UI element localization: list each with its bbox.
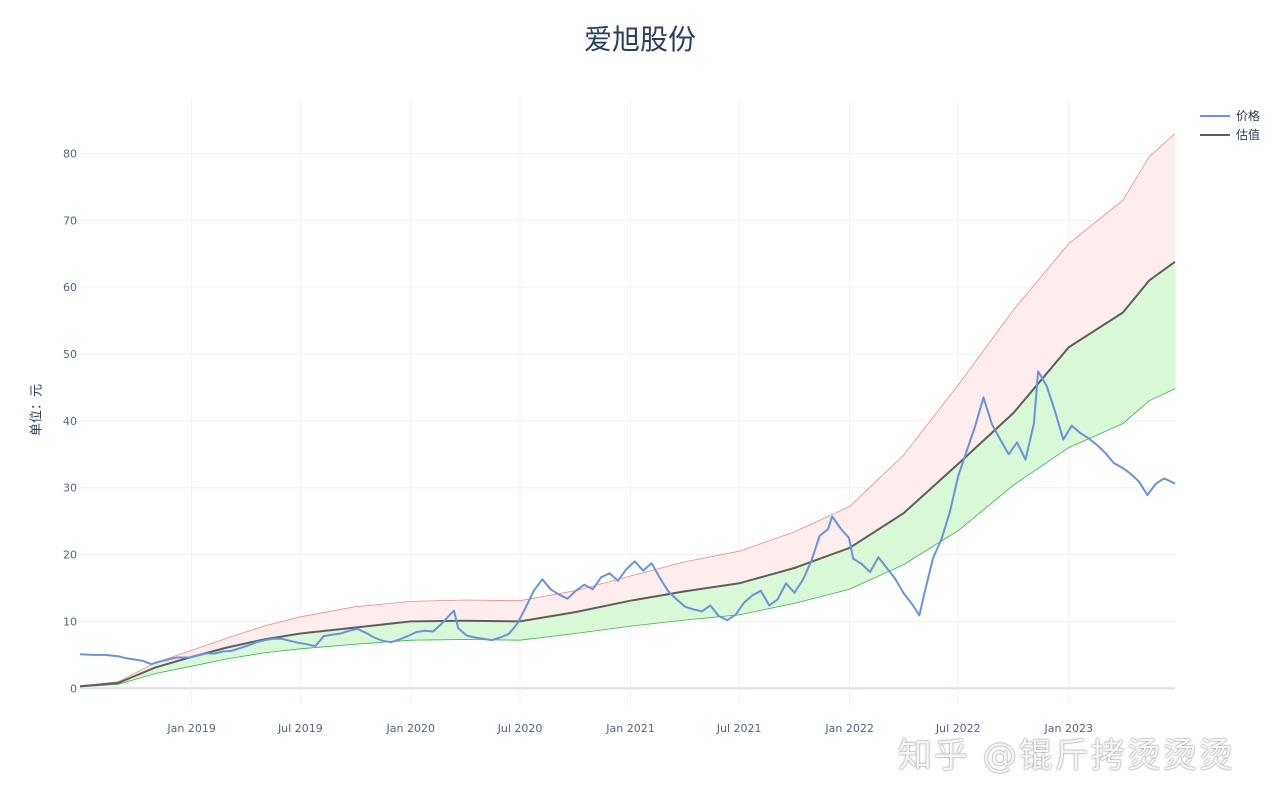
legend-item-valuation[interactable]: 估值 [1200,125,1260,144]
band-layer [79,133,1176,688]
watermark: 知乎 @锟斤拷烫烫烫 [898,736,1235,776]
x-tick-label: Jan 2021 [605,722,654,735]
y-tick-label: 80 [63,147,77,160]
x-tick-label: Jan 2020 [386,722,435,735]
y-tick-label: 60 [63,281,77,294]
y-tick-label: 40 [63,415,77,428]
legend-label-price: 价格 [1236,109,1261,123]
axis-layer: 0 10 20 30 40 50 60 70 80 Jan 2019 Jul 2019 Jan 202… [63,147,1093,735]
legend-swatch-valuation [1200,133,1230,136]
x-tick-label: Jan 2019 [166,722,215,735]
x-tick-label: Jul 2020 [497,722,543,735]
upper-band-line [79,133,1176,687]
x-tick-label: Jan 2022 [824,722,873,735]
series-line-price [79,370,1176,666]
legend[interactable]: 价格 估值 [1200,106,1260,144]
x-tick-label: Jul 2019 [277,722,323,735]
upper-band-fill [80,133,1175,687]
x-tick-label: Jul 2022 [935,722,981,735]
legend-item-price[interactable]: 价格 [1200,106,1260,125]
series-layer [79,260,1176,688]
y-tick-label: 50 [63,348,77,361]
x-tick-label: Jul 2021 [716,722,762,735]
y-tick-label: 70 [63,214,77,227]
legend-swatch-price [1200,114,1230,117]
series-line-valuation [79,260,1176,688]
chart-title: 爱旭股份 [583,23,696,56]
x-tick-label: Jan 2023 [1044,722,1093,735]
y-tick-label: 0 [70,682,77,695]
y-tick-label: 20 [63,549,77,562]
lower-band-line [79,388,1176,688]
y-tick-label: 30 [63,482,77,495]
legend-label-valuation: 估值 [1236,128,1261,142]
y-tick-label: 10 [63,615,77,628]
y-axis-label: 单位：元 [29,383,45,437]
